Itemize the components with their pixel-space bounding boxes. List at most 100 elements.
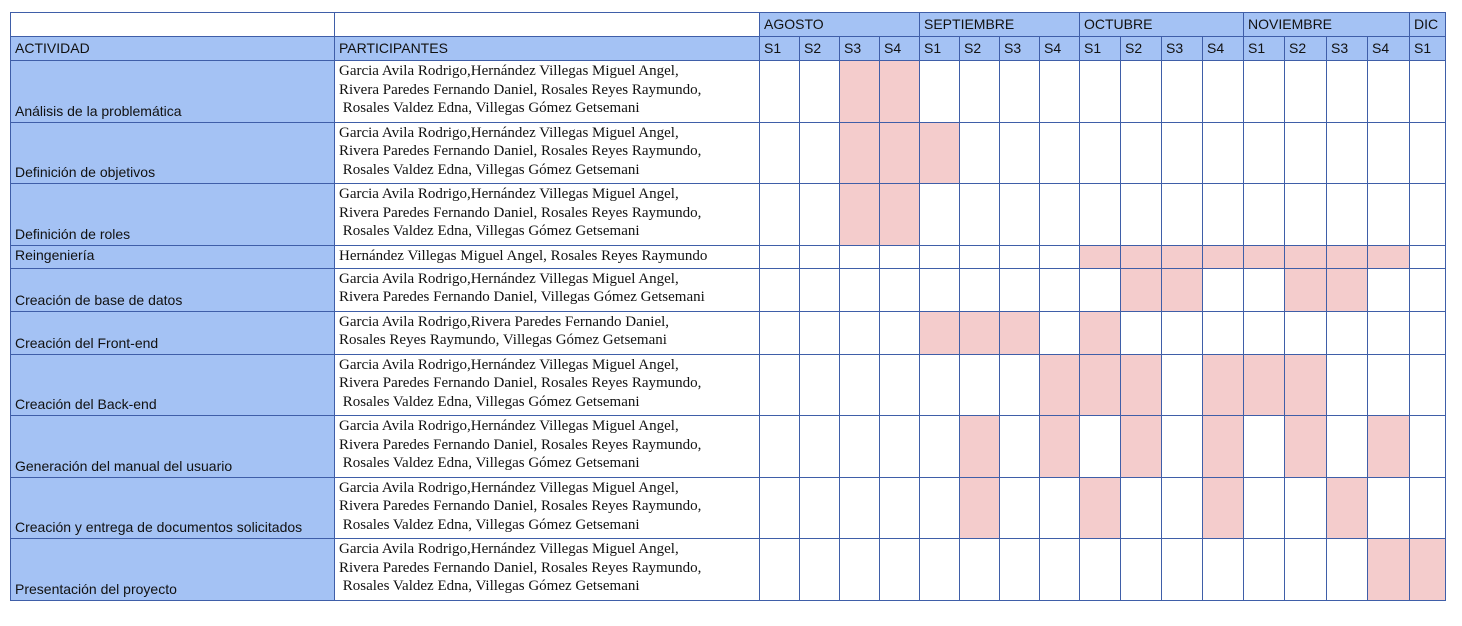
week-cell-active xyxy=(1284,267,1327,312)
week-cell-active xyxy=(1326,267,1368,312)
week-cell xyxy=(1039,476,1080,539)
week-cell xyxy=(1039,267,1080,312)
month-header: NOVIEMBRE xyxy=(1243,12,1410,37)
week-cell xyxy=(1120,60,1162,123)
week-cell xyxy=(1284,60,1327,123)
week-cell xyxy=(839,538,880,601)
week-cell xyxy=(1079,415,1121,478)
week-cell-active xyxy=(1243,353,1285,416)
participants-line: Rivera Paredes Fernando Daniel, Rosales … xyxy=(339,498,702,514)
week-cell-active xyxy=(919,310,960,355)
week-cell-active xyxy=(1284,415,1327,478)
week-cell xyxy=(1243,538,1285,601)
week-cell-active xyxy=(1120,353,1162,416)
week-cell-active xyxy=(1161,267,1203,312)
activity-name: Generación del manual del usuario xyxy=(10,415,335,478)
week-cell-active xyxy=(879,183,920,246)
week-cell xyxy=(879,310,920,355)
week-cell xyxy=(839,267,880,312)
week-cell xyxy=(919,244,960,269)
week-cell xyxy=(1161,121,1203,184)
week-cell-active xyxy=(1367,538,1410,601)
week-cell xyxy=(1284,538,1327,601)
participants-line: Rosales Valdez Edna, Villegas Gómez Gets… xyxy=(339,223,640,239)
week-cell xyxy=(959,353,1000,416)
week-cell xyxy=(759,267,800,312)
week-cell xyxy=(879,353,920,416)
week-cell-active xyxy=(1079,476,1121,539)
participants-line: Rivera Paredes Fernando Daniel, Rosales … xyxy=(339,143,702,159)
participants-line: Rosales Valdez Edna, Villegas Gómez Gets… xyxy=(339,455,640,471)
participants-cell: Garcia Avila Rodrigo,Hernández Villegas … xyxy=(334,267,760,312)
activity-row: Reingeniería Hernández Villegas Miguel An… xyxy=(10,244,1446,269)
week-cell xyxy=(959,538,1000,601)
participants-line: Rivera Paredes Fernando Daniel, Rosales … xyxy=(339,81,702,98)
week-cell-active xyxy=(1367,244,1410,269)
week-cell xyxy=(799,60,840,123)
week-cell xyxy=(799,244,840,269)
header-activity: ACTIVIDAD xyxy=(10,36,335,61)
week-cell xyxy=(1202,183,1244,246)
week-header: S2 xyxy=(1284,36,1327,61)
week-cell xyxy=(1326,60,1368,123)
week-cell xyxy=(959,183,1000,246)
week-cell xyxy=(1409,267,1446,312)
week-cell xyxy=(1120,121,1162,184)
week-cell-active xyxy=(1120,267,1162,312)
week-cell-active xyxy=(1284,244,1327,269)
week-cell xyxy=(1039,310,1080,355)
week-cell xyxy=(759,476,800,539)
activity-row: Análisis de la problemática Garcia Avila … xyxy=(10,60,1446,123)
week-cell xyxy=(759,60,800,123)
week-header: S1 xyxy=(759,36,800,61)
week-cell xyxy=(1284,121,1327,184)
week-cell xyxy=(999,353,1040,416)
week-cell-active xyxy=(879,121,920,184)
week-cell xyxy=(1202,60,1244,123)
participants-cell: Garcia Avila Rodrigo,Hernández Villegas … xyxy=(334,183,760,246)
participants-cell: Garcia Avila Rodrigo,Hernández Villegas … xyxy=(334,538,760,601)
week-cell xyxy=(879,476,920,539)
week-cell xyxy=(919,183,960,246)
week-cell-active xyxy=(1202,244,1244,269)
participants-line: Rosales Valdez Edna, Villegas Gómez Gets… xyxy=(339,516,640,533)
week-cell xyxy=(1409,310,1446,355)
week-cell xyxy=(1202,310,1244,355)
week-header: S4 xyxy=(879,36,920,61)
week-cell xyxy=(999,121,1040,184)
participants-line: Rivera Paredes Fernando Daniel, Rosales … xyxy=(339,375,702,391)
participants-line: Rivera Paredes Fernando Daniel, Rosales … xyxy=(339,436,702,453)
week-cell xyxy=(839,353,880,416)
week-cell xyxy=(799,183,840,246)
participants-line: Garcia Avila Rodrigo,Rivera Paredes Fern… xyxy=(339,313,670,330)
month-header: OCTUBRE xyxy=(1079,12,1244,37)
week-cell xyxy=(759,353,800,416)
week-cell-active xyxy=(1202,353,1244,416)
week-cell-active xyxy=(879,60,920,123)
participants-line: Garcia Avila Rodrigo,Hernández Villegas … xyxy=(339,479,679,496)
week-cell-active xyxy=(919,121,960,184)
week-cell xyxy=(1161,310,1203,355)
week-cell xyxy=(1079,267,1121,312)
week-cell xyxy=(1243,476,1285,539)
participants-line: Rosales Valdez Edna, Villegas Gómez Gets… xyxy=(339,578,640,594)
week-cell xyxy=(1161,415,1203,478)
week-cell xyxy=(1367,310,1410,355)
week-header: S1 xyxy=(1243,36,1285,61)
week-cell xyxy=(1409,183,1446,246)
week-cell xyxy=(1161,353,1203,416)
week-cell xyxy=(799,476,840,539)
week-cell xyxy=(1243,415,1285,478)
week-header: S3 xyxy=(999,36,1040,61)
week-cell xyxy=(1202,267,1244,312)
week-cell xyxy=(959,267,1000,312)
participants-cell: Garcia Avila Rodrigo,Hernández Villegas … xyxy=(334,60,760,123)
week-cell xyxy=(1202,121,1244,184)
week-header: S3 xyxy=(1161,36,1203,61)
activity-name: Presentación del proyecto xyxy=(10,538,335,601)
week-header: S4 xyxy=(1367,36,1410,61)
week-cell xyxy=(1039,538,1080,601)
activity-row: Definición de objetivos Garcia Avila Rodr… xyxy=(10,121,1446,184)
activity-name: Reingeniería xyxy=(10,244,335,269)
week-cell xyxy=(1367,60,1410,123)
